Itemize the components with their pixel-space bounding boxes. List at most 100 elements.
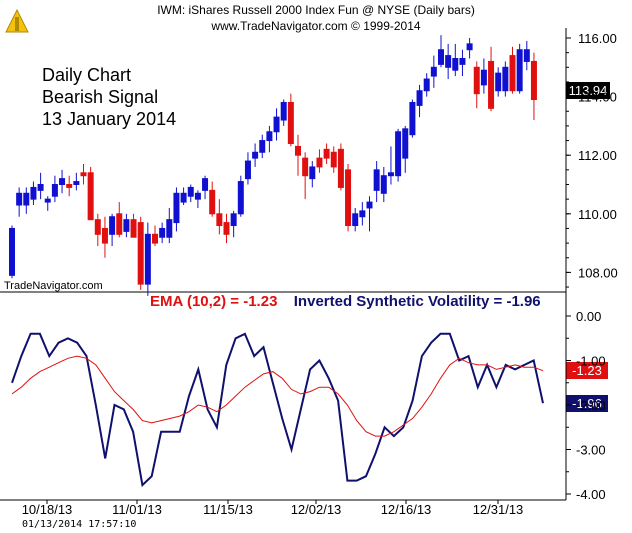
candle (237, 175, 244, 217)
candle-body (316, 157, 323, 168)
candle-body (137, 222, 144, 285)
x-tick-label: 11/15/13 (203, 502, 253, 517)
candle-body (373, 169, 380, 191)
candle (152, 225, 158, 247)
candle-body (9, 227, 15, 276)
candle (44, 196, 51, 211)
candle-body (123, 219, 130, 232)
annotation-line-2: Bearish Signal (42, 87, 159, 107)
candle (359, 202, 366, 226)
candle (130, 213, 137, 238)
candle-body (530, 60, 537, 101)
annotation: Daily Chart Bearish Signal 13 January 20… (42, 64, 176, 130)
x-tick-label: 12/02/13 (291, 502, 342, 517)
candle (430, 55, 437, 88)
candle-body (244, 160, 251, 180)
ema-last-tag: -1.23 (566, 362, 608, 379)
candle (273, 108, 280, 141)
candle-body (23, 192, 30, 206)
candle (116, 202, 123, 238)
last-price-tag: 113.94 (566, 82, 610, 99)
x-tick-label: 12/16/13 (381, 502, 432, 517)
candle-body (423, 78, 430, 92)
candle-body (37, 184, 44, 191)
candle-body (280, 101, 287, 121)
candle (409, 99, 416, 138)
candle (423, 73, 430, 97)
indicator-tick-label: -1.00 (576, 354, 606, 369)
candle-body (416, 90, 423, 106)
candle (73, 172, 80, 191)
price-tick-label: 110.00 (578, 207, 617, 222)
candle (502, 61, 509, 97)
candle (387, 146, 394, 185)
candle (473, 61, 480, 109)
candle (244, 152, 251, 185)
candle-body (402, 128, 409, 159)
indicator-tick-label: -4.00 (576, 487, 606, 502)
candle (395, 128, 402, 182)
indicator-lines (11, 332, 544, 488)
candle-body (287, 101, 294, 144)
price-tick-label: 116.00 (578, 31, 617, 46)
candle-body (452, 58, 459, 71)
candle (80, 163, 87, 185)
candle-body (387, 172, 394, 177)
candle-body (438, 49, 444, 65)
candle (109, 213, 116, 247)
candle-body (80, 172, 87, 177)
candle-body (87, 172, 94, 221)
candle-body (323, 148, 330, 159)
candle (223, 213, 230, 244)
candle-body (309, 166, 316, 180)
candle-body (202, 178, 209, 191)
candle-body (488, 60, 495, 109)
candle (480, 58, 487, 94)
indicator-tick-label: -2.00 (576, 398, 606, 413)
candle-body (159, 227, 166, 238)
watermark: TradeNavigator.com (4, 280, 103, 292)
candle-body (166, 219, 173, 238)
candle-body (94, 219, 101, 235)
candle (452, 43, 459, 77)
candle-body (516, 49, 523, 92)
annotation-line-3: 13 January 2014 (42, 109, 177, 129)
candle-body (523, 49, 530, 62)
candle (123, 213, 130, 238)
candle-body (466, 43, 473, 51)
timestamp: 01/13/2014 17:57:10 (22, 519, 137, 530)
candle (30, 181, 37, 206)
candle (295, 134, 301, 176)
candle (438, 35, 444, 68)
candle (94, 213, 101, 247)
candle (352, 207, 359, 232)
candle-body (480, 69, 487, 86)
price-tick-label: 108.00 (578, 265, 618, 280)
candle-body (237, 181, 244, 215)
candle-body (173, 192, 180, 224)
candle-body (259, 140, 266, 153)
candle (345, 163, 352, 232)
candle-body (509, 55, 516, 92)
candle-body (380, 175, 387, 194)
candle-body (144, 233, 151, 285)
candle (252, 143, 259, 167)
candle-body (273, 116, 280, 133)
candle (209, 181, 216, 217)
candle (230, 210, 237, 238)
x-tick-label: 12/31/13 (473, 502, 524, 517)
candle (459, 49, 466, 77)
x-axis: 10/18/13 11/01/13 11/15/13 12/02/13 12/16/13… (0, 499, 566, 517)
candle-body (59, 178, 66, 185)
candle (101, 216, 108, 258)
chart-title-main: IWM: iShares Russell 2000 Index Fun @ NY… (157, 3, 475, 17)
candle (180, 187, 187, 206)
candle (59, 169, 66, 194)
ema-legend: EMA (10,2) = -1.23 (150, 293, 278, 310)
candle (37, 172, 44, 200)
candle-body (359, 210, 366, 218)
candle-body (302, 157, 309, 177)
candle-body (209, 189, 216, 215)
candle (9, 225, 15, 279)
candle (173, 187, 180, 232)
